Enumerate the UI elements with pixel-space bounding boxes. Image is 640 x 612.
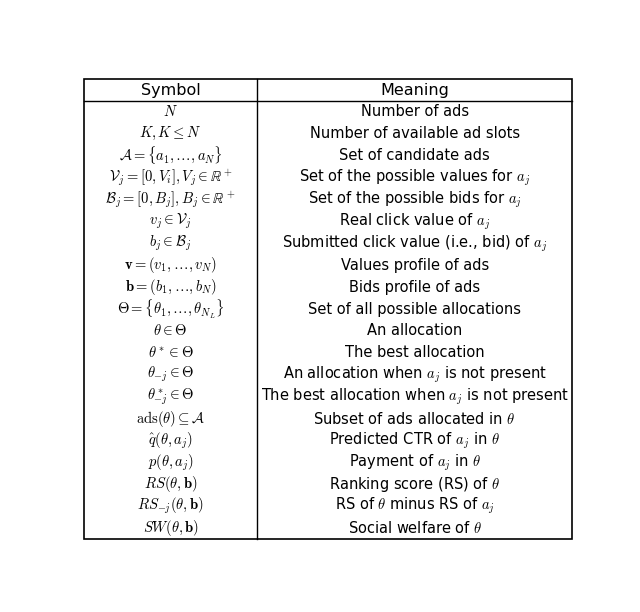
- Text: $\hat{q}(\theta, a_j)$: $\hat{q}(\theta, a_j)$: [148, 430, 193, 450]
- Text: Payment of $a_j$ in $\theta$: Payment of $a_j$ in $\theta$: [349, 452, 481, 472]
- Text: $b_j \in \mathcal{B}_j$: $b_j \in \mathcal{B}_j$: [149, 234, 192, 253]
- Text: Bids profile of ads: Bids profile of ads: [349, 280, 480, 294]
- Text: $\theta^* \in \Theta$: $\theta^* \in \Theta$: [148, 345, 193, 360]
- Text: Subset of ads allocated in $\theta$: Subset of ads allocated in $\theta$: [314, 411, 516, 427]
- Text: Set of all possible allocations: Set of all possible allocations: [308, 302, 521, 316]
- Text: Set of candidate ads: Set of candidate ads: [339, 148, 490, 163]
- Text: Set of the possible bids for $a_j$: Set of the possible bids for $a_j$: [308, 189, 522, 210]
- Text: $\theta \in \Theta$: $\theta \in \Theta$: [154, 324, 188, 338]
- Text: $v_j \in \mathcal{V}_j$: $v_j \in \mathcal{V}_j$: [149, 212, 192, 231]
- Text: $\theta^*_{-j} \in \Theta$: $\theta^*_{-j} \in \Theta$: [147, 386, 195, 407]
- Text: $K, K \leq N$: $K, K \leq N$: [140, 125, 202, 143]
- Text: Values profile of ads: Values profile of ads: [340, 258, 489, 273]
- Text: Number of ads: Number of ads: [360, 105, 468, 119]
- Text: Number of available ad slots: Number of available ad slots: [310, 126, 520, 141]
- Text: Meaning: Meaning: [380, 83, 449, 97]
- Text: $\mathbf{b} = (b_1, \ldots, b_N)$: $\mathbf{b} = (b_1, \ldots, b_N)$: [125, 277, 216, 297]
- Text: Ranking score (RS) of $\theta$: Ranking score (RS) of $\theta$: [329, 475, 500, 494]
- Text: $\Theta = \{\theta_1, \ldots, \theta_{N_L}\}$: $\Theta = \{\theta_1, \ldots, \theta_{N_…: [117, 297, 224, 321]
- Text: $N$: $N$: [163, 105, 178, 119]
- Text: The best allocation: The best allocation: [345, 345, 484, 360]
- Text: $RS(\theta, \mathbf{b})$: $RS(\theta, \mathbf{b})$: [144, 474, 197, 494]
- Text: $RS_{-j}(\theta, \mathbf{b})$: $RS_{-j}(\theta, \mathbf{b})$: [138, 496, 204, 517]
- Text: $p(\theta, a_j)$: $p(\theta, a_j)$: [148, 452, 194, 472]
- Text: An allocation when $a_j$ is not present: An allocation when $a_j$ is not present: [283, 365, 547, 385]
- Text: $\theta_{-j} \in \Theta$: $\theta_{-j} \in \Theta$: [147, 365, 195, 384]
- Text: Social welfare of $\theta$: Social welfare of $\theta$: [348, 520, 482, 536]
- Text: $\mathbf{v} = (v_1, \ldots, v_N)$: $\mathbf{v} = (v_1, \ldots, v_N)$: [124, 255, 217, 275]
- Text: Submitted click value (i.e., bid) of $a_j$: Submitted click value (i.e., bid) of $a_…: [282, 233, 547, 253]
- Text: $\mathcal{B}_j = [0, B_j], B_j \in \mathbb{R}^+$: $\mathcal{B}_j = [0, B_j], B_j \in \math…: [106, 189, 236, 210]
- Text: Symbol: Symbol: [141, 83, 200, 97]
- Text: $\mathcal{V}_j = [0, V_i], V_j \in \mathbb{R}^+$: $\mathcal{V}_j = [0, V_i], V_j \in \math…: [109, 168, 232, 188]
- Text: $\mathrm{ads}(\theta) \subseteq \mathcal{A}$: $\mathrm{ads}(\theta) \subseteq \mathcal…: [136, 409, 205, 428]
- Text: $\mathcal{A} = \{a_1, \ldots, a_N\}$: $\mathcal{A} = \{a_1, \ldots, a_N\}$: [118, 145, 223, 166]
- Text: Set of the possible values for $a_j$: Set of the possible values for $a_j$: [299, 168, 531, 188]
- Text: RS of $\theta$ minus RS of $a_j$: RS of $\theta$ minus RS of $a_j$: [335, 496, 495, 517]
- Text: $SW(\theta, \mathbf{b})$: $SW(\theta, \mathbf{b})$: [143, 518, 198, 538]
- Text: Real click value of $a_j$: Real click value of $a_j$: [339, 211, 490, 232]
- Text: An allocation: An allocation: [367, 324, 462, 338]
- Text: Predicted CTR of $a_j$ in $\theta$: Predicted CTR of $a_j$ in $\theta$: [329, 430, 500, 450]
- Text: The best allocation when $a_j$ is not present: The best allocation when $a_j$ is not pr…: [260, 386, 568, 407]
